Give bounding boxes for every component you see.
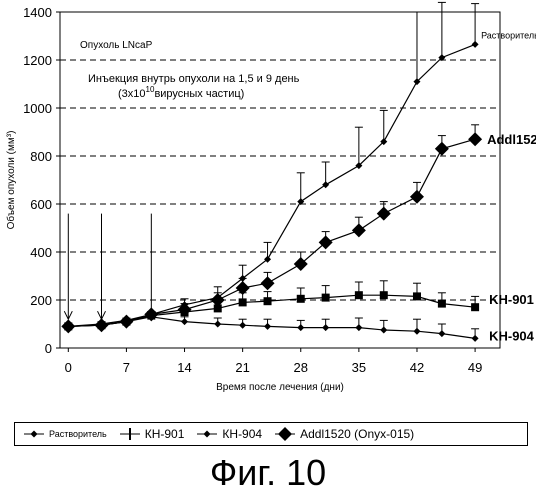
- y-tick-label: 1200: [23, 53, 52, 68]
- data-point: [95, 318, 109, 332]
- legend-swatch: [274, 427, 296, 441]
- data-point: [380, 291, 388, 299]
- data-point: [413, 292, 421, 300]
- series-end-label: Addl1520: [487, 132, 536, 147]
- legend-label: Addl1520 (Onyx-015): [300, 427, 414, 441]
- x-tick-label: 14: [177, 360, 191, 375]
- data-point: [377, 207, 391, 221]
- legend-swatch: [119, 427, 141, 441]
- legend-swatch: [196, 427, 218, 441]
- annotation-tumor: Опухоль LNcaP: [80, 40, 153, 51]
- data-point: [438, 300, 446, 308]
- data-point: [472, 335, 479, 342]
- data-point: [204, 431, 211, 438]
- data-point: [322, 324, 329, 331]
- x-axis-title: Время после лечения (дни): [216, 382, 344, 393]
- tumor-volume-chart: Опухоль LNcaP Инъекция внутрь опухоли на…: [0, 0, 536, 420]
- figure-caption: Фиг. 10: [0, 448, 536, 498]
- axis-labels: 0 200 400 600 800 1000 1200 1400 0 7 14 21 28 35 42 49 В…: [5, 5, 482, 393]
- data-point: [144, 307, 158, 321]
- x-tick-label: 7: [123, 360, 130, 375]
- legend-item: КН-904: [196, 427, 262, 441]
- series-end-label: KH-904: [489, 328, 535, 343]
- legend-item: КН-901: [119, 427, 185, 441]
- plot-frame: [60, 12, 500, 348]
- data-point: [413, 328, 420, 335]
- data-point: [472, 41, 479, 48]
- data-point: [261, 276, 275, 290]
- data-point: [352, 223, 366, 237]
- series-end-label: Растворитель: [481, 30, 536, 40]
- series-end-label: KH-901: [489, 292, 534, 307]
- y-tick-label: 1400: [23, 5, 52, 20]
- x-tick-label: 35: [352, 360, 366, 375]
- y-tick-label: 800: [30, 149, 52, 164]
- data-point: [264, 323, 271, 330]
- data-point: [214, 321, 221, 328]
- data-point: [264, 297, 272, 305]
- data-point: [119, 315, 133, 329]
- data-point: [355, 324, 362, 331]
- data-point: [322, 181, 329, 188]
- legend: Растворитель КН-901 КН-904 Addl1520 (Onyx-0…: [14, 422, 528, 446]
- annotation-injection-post: вирусных частиц): [154, 88, 244, 100]
- annotations: Опухоль LNcaP Инъекция внутрь опухоли на…: [80, 40, 300, 100]
- x-tick-label: 42: [410, 360, 424, 375]
- series-end-labels: Растворитель KH-901 KH-904 Addl1520: [481, 30, 536, 343]
- legend-label: КН-901: [145, 427, 185, 441]
- y-tick-label: 600: [30, 197, 52, 212]
- legend-swatch: [23, 427, 45, 441]
- x-tick-label: 49: [468, 360, 482, 375]
- annotation-injection-pre: (3x10: [118, 88, 146, 100]
- y-tick-label: 1000: [23, 101, 52, 116]
- data-point: [178, 303, 192, 317]
- data-point: [239, 322, 246, 329]
- data-point: [31, 431, 38, 438]
- legend-item: Addl1520 (Onyx-015): [274, 427, 414, 441]
- data-point: [471, 303, 479, 311]
- legend-label: КН-904: [222, 427, 262, 441]
- data-point: [297, 324, 304, 331]
- data-point: [380, 327, 387, 334]
- data-point: [297, 295, 305, 303]
- data-point: [239, 298, 247, 306]
- data-point: [61, 319, 75, 333]
- series-group: [61, 2, 482, 342]
- x-tick-label: 28: [294, 360, 308, 375]
- y-axis-title: Объем опухоли (мм³): [5, 131, 17, 230]
- data-point: [181, 318, 188, 325]
- x-tick-label: 0: [65, 360, 72, 375]
- annotation-injection-line1: Инъекция внутрь опухоли на 1,5 и 9 день: [88, 73, 300, 85]
- data-point: [355, 291, 363, 299]
- data-point: [211, 293, 225, 307]
- y-tick-label: 400: [30, 245, 52, 260]
- legend-item: Растворитель: [23, 427, 107, 441]
- data-point: [438, 330, 445, 337]
- x-tick-label: 21: [235, 360, 249, 375]
- data-point: [435, 142, 449, 156]
- data-point: [322, 294, 330, 302]
- data-point: [468, 132, 482, 146]
- data-point: [410, 190, 424, 204]
- legend-label: Растворитель: [49, 429, 107, 439]
- annotation-injection-line2: (3x1010вирусных частиц): [118, 85, 244, 100]
- data-point: [236, 281, 250, 295]
- y-tick-label: 200: [30, 293, 52, 308]
- data-point: [278, 427, 292, 441]
- y-tick-label: 0: [45, 341, 52, 356]
